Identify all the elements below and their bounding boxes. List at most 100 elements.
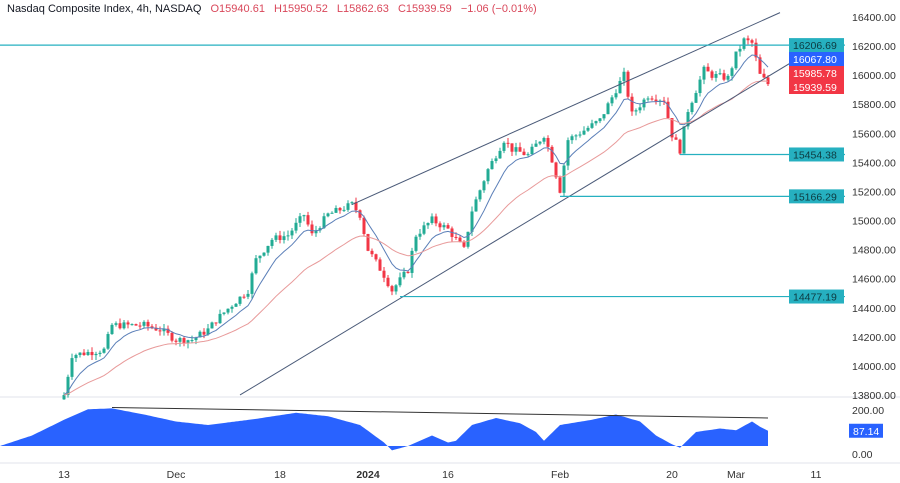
candle-body xyxy=(286,235,290,237)
candle-body xyxy=(82,352,86,356)
candle-body xyxy=(482,181,486,191)
candle xyxy=(250,271,254,299)
candle xyxy=(238,296,242,306)
candle-body xyxy=(170,332,174,341)
candle-body xyxy=(750,40,754,43)
candle xyxy=(610,95,614,107)
candle-body xyxy=(154,327,158,331)
candle-body xyxy=(674,137,678,140)
candle xyxy=(674,134,678,140)
candle-body xyxy=(74,355,78,359)
y-tick-label: 16400.00 xyxy=(852,12,896,24)
candle-body xyxy=(298,216,302,223)
candle xyxy=(262,252,266,257)
candle xyxy=(106,331,110,350)
candle xyxy=(398,272,402,288)
change-value: −1.06 (−0.01%) xyxy=(460,3,537,15)
candle xyxy=(462,240,466,249)
candle xyxy=(158,326,162,336)
candle-body xyxy=(114,323,118,325)
candle-body xyxy=(406,271,410,273)
candle xyxy=(230,305,234,313)
candle-body xyxy=(626,71,630,97)
candle xyxy=(702,65,706,85)
candle xyxy=(110,323,114,335)
candle xyxy=(570,134,574,144)
candle-body xyxy=(742,38,746,49)
x-tick-label: 16 xyxy=(442,469,454,481)
candle-body xyxy=(402,271,406,278)
candle-body xyxy=(306,215,310,225)
candle-body xyxy=(486,169,490,182)
candle-body xyxy=(134,324,138,326)
candle xyxy=(274,232,278,243)
candle xyxy=(582,126,586,136)
candle xyxy=(290,228,294,239)
candle xyxy=(502,141,506,154)
candle-body xyxy=(106,334,110,349)
level-tag xyxy=(789,38,844,53)
candle xyxy=(430,213,434,225)
candle-body xyxy=(430,216,434,224)
candle-body xyxy=(158,330,162,332)
candle xyxy=(642,97,646,111)
candle-body xyxy=(634,110,638,112)
low-value: L15862.63 xyxy=(336,3,389,15)
candle xyxy=(618,77,622,94)
candle-body xyxy=(78,352,82,356)
candle-body xyxy=(294,222,298,231)
candle xyxy=(518,142,522,152)
candle-body xyxy=(382,270,386,278)
candle xyxy=(226,308,230,315)
channel-upper-line xyxy=(351,12,781,205)
candle xyxy=(574,134,578,141)
oscillator-trendline xyxy=(111,407,769,419)
candle xyxy=(334,205,338,213)
candle-body xyxy=(546,137,550,147)
candle xyxy=(650,95,654,101)
candle-body xyxy=(358,210,362,218)
candle xyxy=(162,323,166,336)
candle xyxy=(278,230,282,244)
candle-body xyxy=(414,236,418,251)
candle xyxy=(206,323,210,336)
candle-body xyxy=(426,223,430,226)
candle xyxy=(258,255,262,263)
y-tick-label: 14200.00 xyxy=(852,332,896,344)
candle-body xyxy=(518,147,522,152)
candle-body xyxy=(118,323,122,329)
candle xyxy=(210,321,214,329)
candle xyxy=(386,275,390,288)
candle xyxy=(346,200,350,212)
candle-body xyxy=(282,236,286,241)
y-tick-label: 16200.00 xyxy=(852,41,896,53)
candle xyxy=(186,339,190,349)
candle-body xyxy=(262,252,266,256)
candle-body xyxy=(370,250,374,255)
candle-body xyxy=(446,225,450,229)
candle-body xyxy=(590,123,594,128)
candle-body xyxy=(586,127,590,131)
candle-body xyxy=(762,73,766,78)
candle xyxy=(90,347,94,361)
candle xyxy=(450,226,454,242)
candle-body xyxy=(246,293,250,297)
candle-body xyxy=(510,143,514,152)
candle-body xyxy=(654,99,658,102)
candle xyxy=(614,89,618,100)
candle-body xyxy=(650,98,654,100)
candle-body xyxy=(566,140,570,166)
candle-body xyxy=(314,230,318,234)
candle-body xyxy=(70,358,74,377)
candle xyxy=(242,294,246,299)
candle xyxy=(458,235,462,243)
candle-body xyxy=(222,312,226,314)
candle xyxy=(510,143,514,156)
candle-body xyxy=(126,322,130,325)
candle xyxy=(578,131,582,138)
candle-body xyxy=(558,177,562,193)
price-tag-label: 15985.78 xyxy=(793,68,837,80)
candle xyxy=(714,71,718,82)
